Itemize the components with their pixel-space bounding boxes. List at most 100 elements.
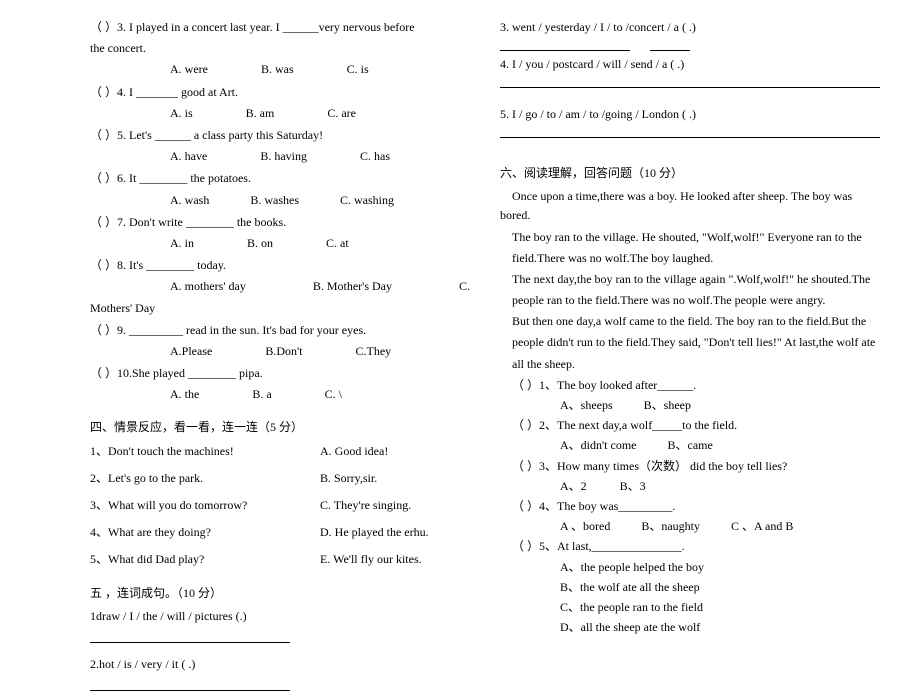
q6-opt-c: C. washing [340,191,394,210]
q7-opt-b: B. on [247,234,273,253]
rq5-opt-c: C、the people ran to the field [500,598,880,617]
rq4-opts: A 、bored B、naughty C 、A and B [500,517,880,536]
rq5-opt-d: D、all the sheep ate the wolf [500,618,880,637]
match-left-2: 2、Let's go to the park. [90,469,320,488]
sentence-2: 2.hot / is / very / it ( .) [90,655,470,674]
match-left-3: 3、What will you do tomorrow? [90,496,320,515]
q9-line: （ ）9. _________ read in the sun. It's ba… [90,321,470,340]
reading-p2: The boy ran to the village. He shouted, … [500,228,880,247]
q3-opt-b: B. was [261,60,294,79]
rq1-opts: A、sheeps B、sheep [500,396,880,415]
match-row-4: 4、What are they doing? D. He played the … [90,523,470,542]
section6-title: 六、阅读理解，回答问题（10 分） [500,164,880,183]
q3-opts: A. were B. was C. is [90,60,470,79]
q5-opt-a: A. have [170,147,207,166]
sentence-1-blank [90,630,470,649]
sentence-4: 4. I / you / postcard / will / send / a … [500,55,880,74]
left-column: （ ）3. I played in a concert last year. I… [90,18,470,641]
q8-line3: Mothers' Day [90,299,470,318]
q8-opt-c: C. [459,277,470,296]
q10-opt-a: A. the [170,385,199,404]
match-left-4: 4、What are they doing? [90,523,320,542]
q4-line: （ ）4. I _______ good at Art. [90,83,470,102]
match-right-5: E. We'll fly our kites. [320,550,422,569]
rq2-opt-b: B、came [667,438,712,452]
rq4-opt-b: B、naughty [641,519,700,533]
q6-line: （ ）6. It ________ the potatoes. [90,169,470,188]
page-columns: （ ）3. I played in a concert last year. I… [90,18,880,641]
sentence-5: 5. I / go / to / am / to /going / London… [500,105,880,124]
reading-p2b: field.There was no wolf.The boy laughed. [500,249,880,268]
rq2: （ ）2、The next day,a wolf_____to the fiel… [500,416,880,435]
q4-opt-b: B. am [246,104,275,123]
q8-opt-a: A. mothers' day [170,277,246,296]
rq5: （ ）5、At last,_______________. [500,537,880,556]
sentence-3: 3. went / yesterday / I / to /concert / … [500,18,880,37]
match-left-5: 5、What did Dad play? [90,550,320,569]
q4-opt-a: A. is [170,104,193,123]
blank-line [500,39,630,51]
q3-line1: （ ）3. I played in a concert last year. I… [90,18,470,37]
sentence-5-blank [500,126,880,154]
sentence-1: 1draw / I / the / will / pictures (.) [90,607,470,626]
rq3-opt-a: A、2 [560,479,587,493]
blank-line [90,631,290,643]
rq4: （ ）4、The boy was_________. [500,497,880,516]
rq1-opt-a: A、sheeps [560,398,613,412]
q4-opt-c: C. are [327,104,356,123]
q5-opt-c: C. has [360,147,390,166]
match-right-4: D. He played the erhu. [320,523,429,542]
q10-opt-b: B. a [252,385,271,404]
rq3-opt-b: B、3 [620,479,646,493]
q9-opt-b: B.Don't [265,342,302,361]
blank-line [650,39,690,51]
reading-p4c: all the sheep. [500,355,880,374]
rq3-opts: A、2 B、3 [500,477,880,496]
q3-line2: the concert. [90,39,470,58]
rq3: （ ）3、How many times（次数） did the boy tell… [500,457,880,476]
rq4-opt-c: C 、A and B [731,519,793,533]
rq1-opt-b: B、sheep [644,398,691,412]
sentence-2-blank [90,678,470,697]
rq5-opt-b: B、the wolf ate all the sheep [500,578,880,597]
right-column: 3. went / yesterday / I / to /concert / … [500,18,880,641]
q5-line: （ ）5. Let's ______ a class party this Sa… [90,126,470,145]
match-row-1: 1、Don't touch the machines! A. Good idea… [90,442,470,461]
q9-opt-c: C.They [356,342,392,361]
q7-opt-a: A. in [170,234,194,253]
q7-line: （ ）7. Don't write ________ the books. [90,213,470,232]
q4-opts: A. is B. am C. are [90,104,470,123]
match-row-2: 2、Let's go to the park. B. Sorry,sir. [90,469,470,488]
match-left-1: 1、Don't touch the machines! [90,442,320,461]
q8-line: （ ）8. It's ________ today. [90,256,470,275]
sentence-3-blank-row [500,39,880,51]
reading-p3b: people ran to the field.There was no wol… [500,291,880,310]
q10-opts: A. the B. a C. \ [90,385,470,404]
q6-opt-b: B. washes [250,191,299,210]
section5-title: 五 ，连词成句。（10 分） [90,584,470,603]
q7-opt-c: C. at [326,234,349,253]
q3-opt-a: A. were [170,60,208,79]
rq1: （ ）1、The boy looked after______. [500,376,880,395]
q8-opt-b: B. Mother's Day [313,277,392,296]
q7-opts: A. in B. on C. at [90,234,470,253]
reading-p3: The next day,the boy ran to the village … [500,270,880,289]
blank-line [500,76,880,88]
rq2-opt-a: A、didn't come [560,438,636,452]
reading-p4: But then one day,a wolf came to the fiel… [500,312,880,331]
q9-opt-a: A.Please [170,342,212,361]
q3-opt-c: C. is [347,60,369,79]
match-row-3: 3、What will you do tomorrow? C. They're … [90,496,470,515]
match-right-1: A. Good idea! [320,442,388,461]
section4-title: 四、情景反应，看一看，连一连（5 分） [90,418,470,437]
q6-opt-a: A. wash [170,191,209,210]
rq4-opt-a: A 、bored [560,519,610,533]
match-right-3: C. They're singing. [320,496,411,515]
q9-opts: A.Please B.Don't C.They [90,342,470,361]
blank-line [500,126,880,138]
q5-opt-b: B. having [260,147,307,166]
q5-opts: A. have B. having C. has [90,147,470,166]
match-right-2: B. Sorry,sir. [320,469,377,488]
reading-p4b: people didn't run to the field.They said… [500,333,880,352]
q10-line: （ ）10.She played ________ pipa. [90,364,470,383]
